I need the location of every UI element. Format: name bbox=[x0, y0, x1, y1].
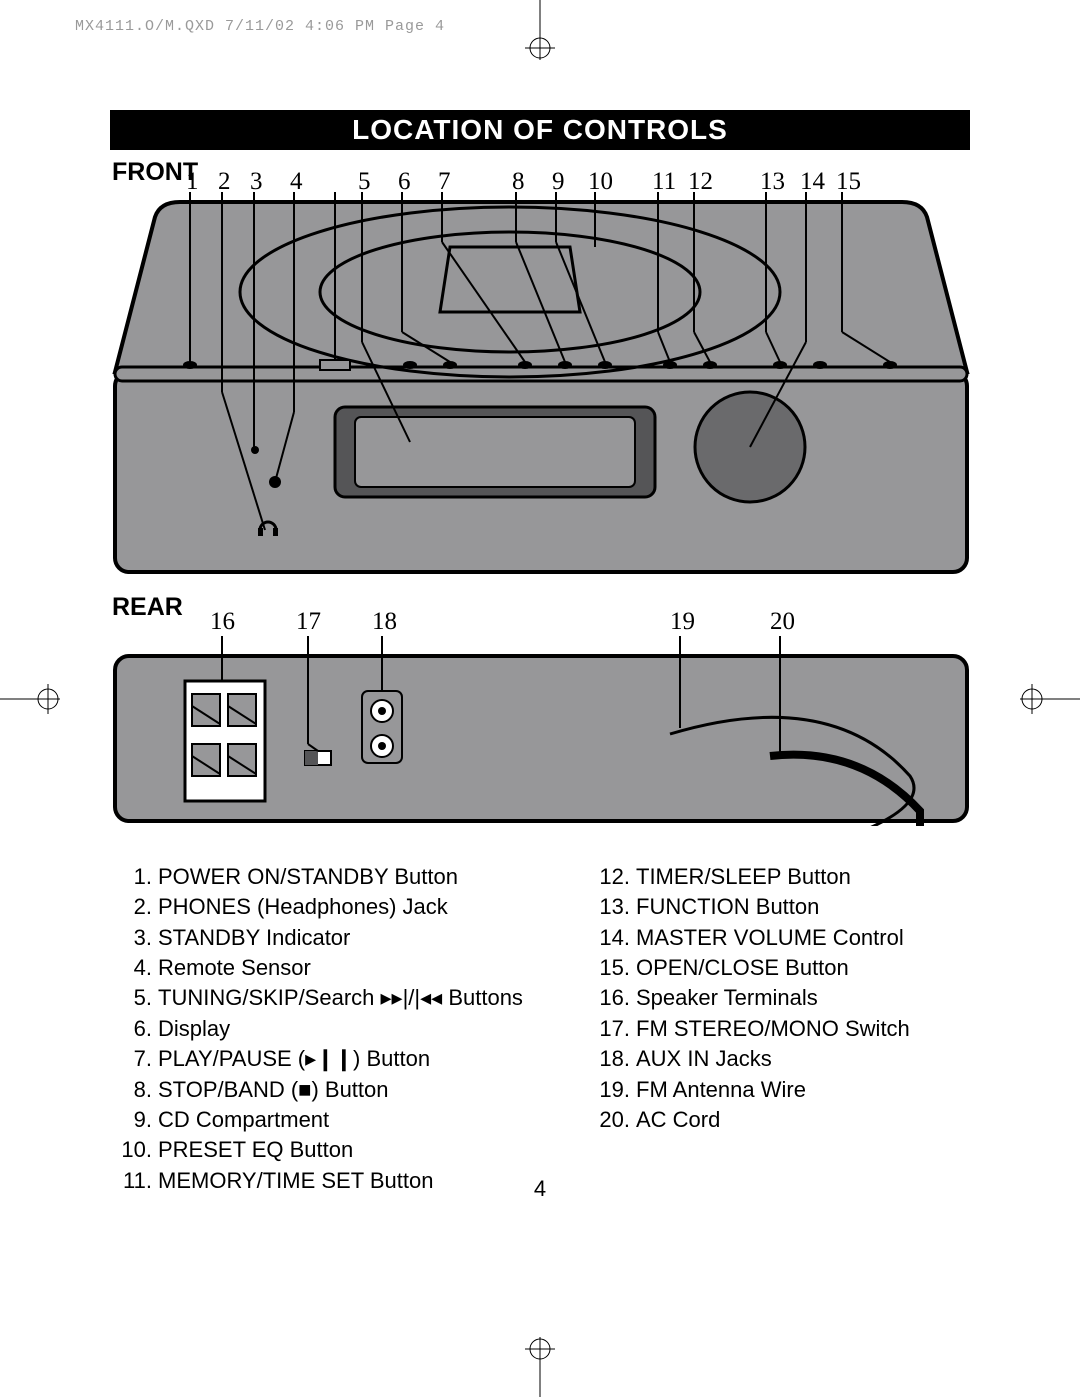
legend-text: AUX IN Jacks bbox=[636, 1044, 976, 1074]
legend-num: 8. bbox=[118, 1075, 158, 1105]
rear-callout-17: 17 bbox=[296, 608, 321, 636]
rear-callout-18: 18 bbox=[372, 608, 397, 636]
legend-row: 13.FUNCTION Button bbox=[596, 892, 976, 922]
legend-row: 15.OPEN/CLOSE Button bbox=[596, 953, 976, 983]
header-line: MX4111.O/M.QXD 7/11/02 4:06 PM Page 4 bbox=[75, 18, 445, 35]
rear-callout-19: 19 bbox=[670, 608, 695, 636]
rear-callout-16: 16 bbox=[210, 608, 235, 636]
legend-row: 1.POWER ON/STANDBY Button bbox=[118, 862, 588, 892]
legend-text: MEMORY/TIME SET Button bbox=[158, 1166, 588, 1196]
legend-row: 5.TUNING/SKIP/Search ▸▸|/|◂◂ Buttons bbox=[118, 983, 588, 1013]
legend-num: 5. bbox=[118, 983, 158, 1013]
legend-text: AC Cord bbox=[636, 1105, 976, 1135]
legend-row: 6.Display bbox=[118, 1014, 588, 1044]
legend-num: 19. bbox=[596, 1075, 636, 1105]
legend-text: CD Compartment bbox=[158, 1105, 588, 1135]
legend-text: OPEN/CLOSE Button bbox=[636, 953, 976, 983]
crop-mark-top bbox=[510, 0, 570, 60]
legend-num: 15. bbox=[596, 953, 636, 983]
legend-num: 13. bbox=[596, 892, 636, 922]
legend-text: FM Antenna Wire bbox=[636, 1075, 976, 1105]
legend-row: 19.FM Antenna Wire bbox=[596, 1075, 976, 1105]
legend-row: 11.MEMORY/TIME SET Button bbox=[118, 1166, 588, 1196]
legend-num: 12. bbox=[596, 862, 636, 892]
front-diagram bbox=[110, 192, 972, 580]
rear-label: REAR bbox=[112, 593, 183, 622]
legend-col-left: 1.POWER ON/STANDBY Button2.PHONES (Headp… bbox=[118, 862, 588, 1196]
legend-num: 20. bbox=[596, 1105, 636, 1135]
crop-mark-left bbox=[0, 669, 60, 729]
legend-text: STANDBY Indicator bbox=[158, 923, 588, 953]
rear-diagram bbox=[110, 636, 972, 826]
legend-num: 10. bbox=[118, 1135, 158, 1165]
rear-callout-20: 20 bbox=[770, 608, 795, 636]
legend-num: 17. bbox=[596, 1014, 636, 1044]
legend-num: 3. bbox=[118, 923, 158, 953]
legend-row: 16.Speaker Terminals bbox=[596, 983, 976, 1013]
legend-num: 7. bbox=[118, 1044, 158, 1074]
legend-text: PHONES (Headphones) Jack bbox=[158, 892, 588, 922]
legend-num: 18. bbox=[596, 1044, 636, 1074]
legend-num: 11. bbox=[118, 1166, 158, 1196]
legend-num: 6. bbox=[118, 1014, 158, 1044]
legend-num: 2. bbox=[118, 892, 158, 922]
legend-row: 14.MASTER VOLUME Control bbox=[596, 923, 976, 953]
legend-text: MASTER VOLUME Control bbox=[636, 923, 976, 953]
legend-row: 12.TIMER/SLEEP Button bbox=[596, 862, 976, 892]
crop-mark-bottom bbox=[510, 1337, 570, 1397]
legend-text: FUNCTION Button bbox=[636, 892, 976, 922]
legend-text: TUNING/SKIP/Search ▸▸|/|◂◂ Buttons bbox=[158, 983, 588, 1013]
legend-text: TIMER/SLEEP Button bbox=[636, 862, 976, 892]
legend-num: 16. bbox=[596, 983, 636, 1013]
legend-row: 8.STOP/BAND (■) Button bbox=[118, 1075, 588, 1105]
legend-row: 4.Remote Sensor bbox=[118, 953, 588, 983]
legend-row: 18.AUX IN Jacks bbox=[596, 1044, 976, 1074]
legend-row: 17.FM STEREO/MONO Switch bbox=[596, 1014, 976, 1044]
page-title: LOCATION OF CONTROLS bbox=[110, 110, 970, 150]
legend-num: 4. bbox=[118, 953, 158, 983]
legend-text: Remote Sensor bbox=[158, 953, 588, 983]
legend-row: 10.PRESET EQ Button bbox=[118, 1135, 588, 1165]
legend-num: 9. bbox=[118, 1105, 158, 1135]
legend-row: 20.AC Cord bbox=[596, 1105, 976, 1135]
legend-num: 1. bbox=[118, 862, 158, 892]
legend-row: 2.PHONES (Headphones) Jack bbox=[118, 892, 588, 922]
legend-text: Display bbox=[158, 1014, 588, 1044]
legend-col-right: 12.TIMER/SLEEP Button13.FUNCTION Button1… bbox=[596, 862, 976, 1135]
legend-text: Speaker Terminals bbox=[636, 983, 976, 1013]
legend-text: PRESET EQ Button bbox=[158, 1135, 588, 1165]
legend-num: 14. bbox=[596, 923, 636, 953]
legend-row: 3.STANDBY Indicator bbox=[118, 923, 588, 953]
legend-row: 7.PLAY/PAUSE (▸❙❙) Button bbox=[118, 1044, 588, 1074]
legend-text: FM STEREO/MONO Switch bbox=[636, 1014, 976, 1044]
legend-row: 9.CD Compartment bbox=[118, 1105, 588, 1135]
legend-text: STOP/BAND (■) Button bbox=[158, 1075, 588, 1105]
crop-mark-right bbox=[1020, 669, 1080, 729]
legend-text: PLAY/PAUSE (▸❙❙) Button bbox=[158, 1044, 588, 1074]
page-number: 4 bbox=[534, 1176, 546, 1202]
legend-text: POWER ON/STANDBY Button bbox=[158, 862, 588, 892]
